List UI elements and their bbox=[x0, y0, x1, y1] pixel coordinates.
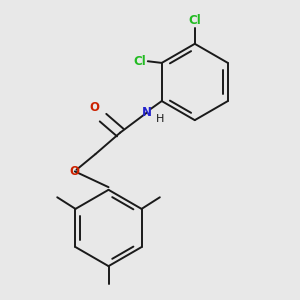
Text: O: O bbox=[70, 165, 80, 178]
Text: Cl: Cl bbox=[188, 14, 201, 27]
Text: Cl: Cl bbox=[134, 55, 146, 68]
Text: N: N bbox=[142, 106, 152, 119]
Text: H: H bbox=[156, 114, 164, 124]
Text: O: O bbox=[90, 101, 100, 114]
